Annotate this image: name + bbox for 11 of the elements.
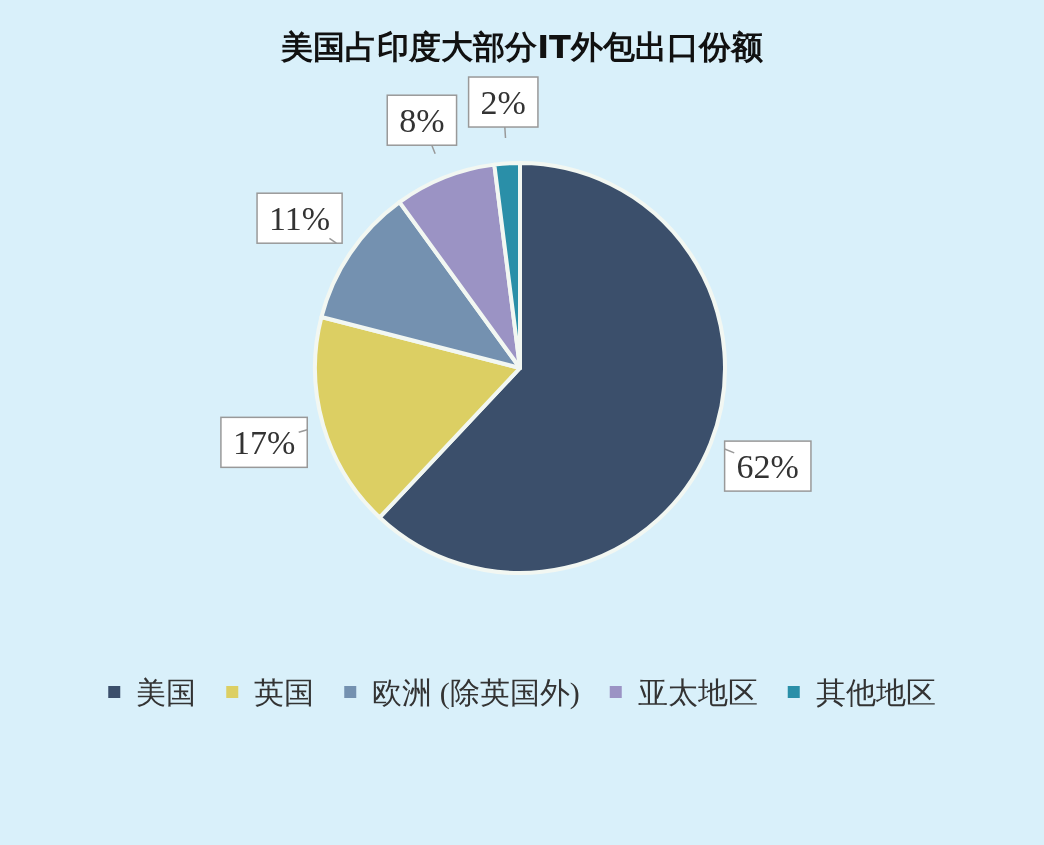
- data-label: 2%: [480, 84, 526, 122]
- legend-label: 其他地区: [815, 676, 936, 709]
- data-label: 17%: [232, 424, 296, 462]
- legend-label: 欧洲 (除英国外): [372, 676, 580, 710]
- legend-label: 亚太地区: [637, 676, 758, 709]
- data-label: 11%: [269, 200, 331, 238]
- data-label: 62%: [736, 448, 799, 486]
- data-label: 8%: [399, 102, 445, 140]
- chart-title: 美国占印度大部分IT外包出口份额: [280, 28, 763, 66]
- legend-label: 美国: [136, 676, 197, 709]
- legend-label: 英国: [254, 676, 315, 709]
